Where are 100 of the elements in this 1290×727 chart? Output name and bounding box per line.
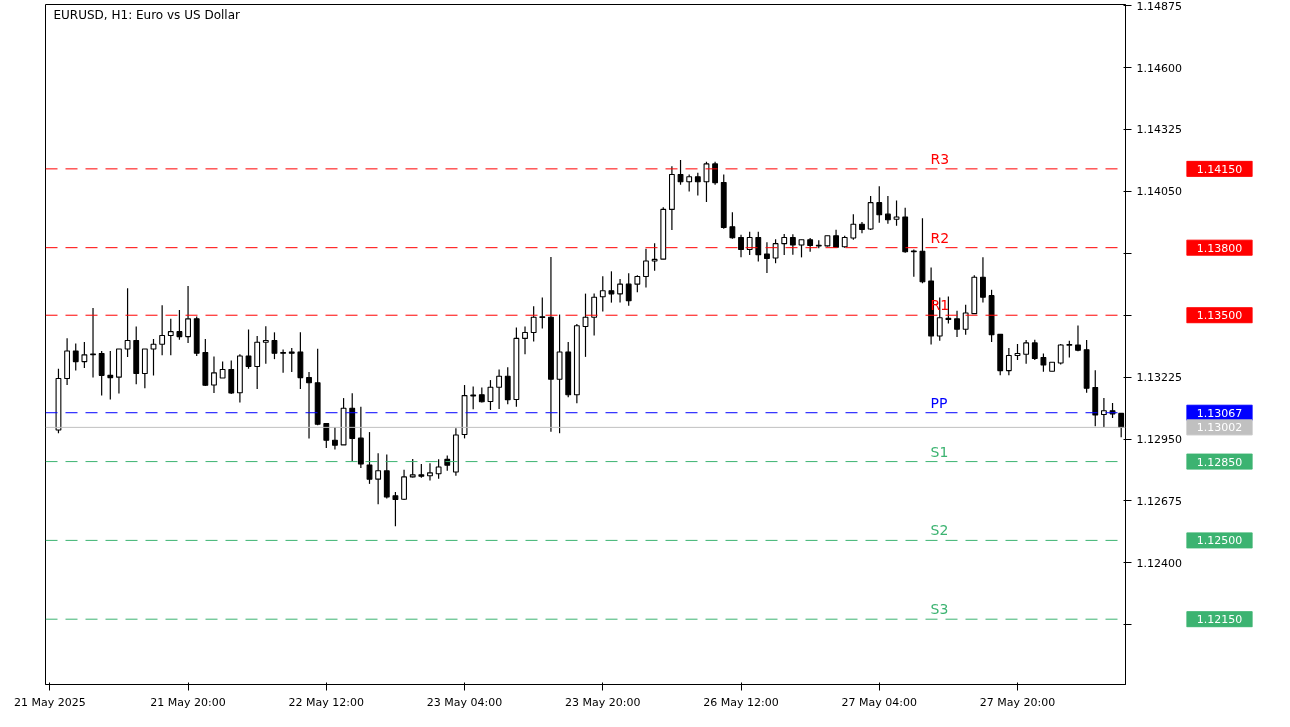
candlestick [107, 350, 114, 401]
candlestick [625, 272, 632, 307]
candlestick [764, 241, 770, 274]
text: 1.14150 [1196, 162, 1243, 176]
candlestick [81, 341, 88, 369]
candlestick [954, 310, 960, 338]
candlestick [280, 348, 287, 374]
candlestick [694, 172, 701, 197]
y-tick-label: 1.12675 [1136, 494, 1182, 508]
candlestick [582, 293, 589, 358]
x-tick-label: 21 May 2025 [13, 695, 86, 709]
text: 1.13067 [1196, 406, 1243, 420]
text: 1.12150 [1196, 613, 1243, 627]
candlestick [539, 296, 546, 330]
candlestick [599, 275, 606, 312]
candlestick [124, 287, 131, 358]
candlestick [176, 309, 183, 341]
text: 1.13800 [1196, 241, 1243, 255]
candlestick [496, 368, 503, 410]
candlestick [677, 159, 684, 186]
candlestick [910, 248, 917, 278]
candlestick [591, 293, 598, 337]
candlestick [643, 248, 649, 289]
candlestick [884, 195, 891, 225]
x-tick-label: 27 May 04:00 [841, 695, 917, 709]
candlestick [392, 491, 399, 527]
candlestick [530, 305, 537, 343]
candlestick [1075, 324, 1081, 352]
candlestick [522, 325, 528, 355]
candlestick [893, 200, 900, 227]
candlestick [245, 328, 252, 370]
candlestick [323, 422, 330, 449]
ref-line-label: R3 [930, 150, 950, 167]
ref-line-label: R2 [930, 229, 950, 246]
candlestick [271, 331, 278, 360]
candlestick [159, 304, 166, 356]
candlestick [167, 318, 174, 356]
y-tick-label: 1.14050 [1136, 185, 1182, 199]
candlestick [738, 234, 744, 258]
y-tick-label: 1.12400 [1136, 556, 1182, 570]
candlestick [401, 469, 407, 501]
candlestick [288, 347, 295, 373]
candlestick [72, 343, 79, 372]
x-tick-label: 27 May 20:00 [979, 695, 1056, 709]
ref-line-label: PP [930, 394, 948, 411]
candlestick [366, 431, 373, 485]
candlestick [332, 426, 338, 451]
candlestick [262, 325, 269, 365]
candlestick [746, 231, 753, 256]
candlestick [185, 285, 191, 344]
candlestick [651, 242, 658, 272]
candlestick [980, 256, 986, 304]
candlestick [1040, 352, 1047, 373]
candlestick [1057, 343, 1064, 366]
text: 1.12850 [1196, 455, 1243, 469]
candlestick [90, 307, 96, 379]
candlestick [876, 185, 883, 224]
x-tick-label: 23 May 04:00 [426, 695, 503, 709]
text: 1.13002 [1196, 421, 1243, 435]
y-tick-label: 1.14600 [1136, 61, 1182, 75]
x-tick-label: 23 May 20:00 [565, 695, 641, 709]
candlestick [755, 231, 762, 263]
ref-line-label: S1 [930, 443, 949, 460]
candlestick [427, 462, 433, 482]
y-tick-label: 1.12950 [1136, 433, 1182, 447]
chart-title: EURUSD, H1: Euro vs US Dollar [53, 7, 240, 22]
candlestick [375, 452, 382, 505]
x-tick-label: 21 May 20:00 [150, 695, 226, 709]
candlestick [211, 355, 217, 394]
candlestick [487, 379, 494, 411]
text: 1.13500 [1196, 309, 1243, 323]
candlestick [608, 270, 615, 304]
y-tick-label: 1.14875 [1136, 0, 1182, 13]
candlestick [962, 304, 969, 336]
ref-line-label: S3 [930, 601, 949, 618]
candlestick [789, 233, 796, 256]
candlestick [703, 161, 710, 203]
x-tick-label: 22 May 12:00 [288, 695, 365, 709]
candlestick [781, 233, 788, 256]
candlestick [1005, 347, 1012, 376]
x-tick-label: 26 May 12:00 [703, 695, 779, 709]
candlestick [228, 359, 235, 395]
candlestick [504, 366, 511, 405]
candlestick [617, 278, 623, 304]
candlestick [1031, 339, 1038, 361]
candlestick [772, 238, 779, 264]
candlestick [435, 458, 442, 480]
candlestick [1100, 397, 1107, 428]
y-tick-label: 1.14325 [1136, 123, 1182, 137]
ref-line-label: S2 [930, 522, 949, 539]
candlestick [712, 161, 719, 186]
y-tick-label: 1.13225 [1136, 371, 1182, 385]
candlestick [98, 350, 105, 397]
candlestick [150, 338, 157, 377]
candlestick [1023, 339, 1030, 365]
candlestick [306, 371, 312, 439]
candlestick [729, 211, 736, 240]
candlestick [850, 213, 857, 241]
candlestick [409, 458, 416, 479]
text: 1.12500 [1196, 534, 1243, 548]
